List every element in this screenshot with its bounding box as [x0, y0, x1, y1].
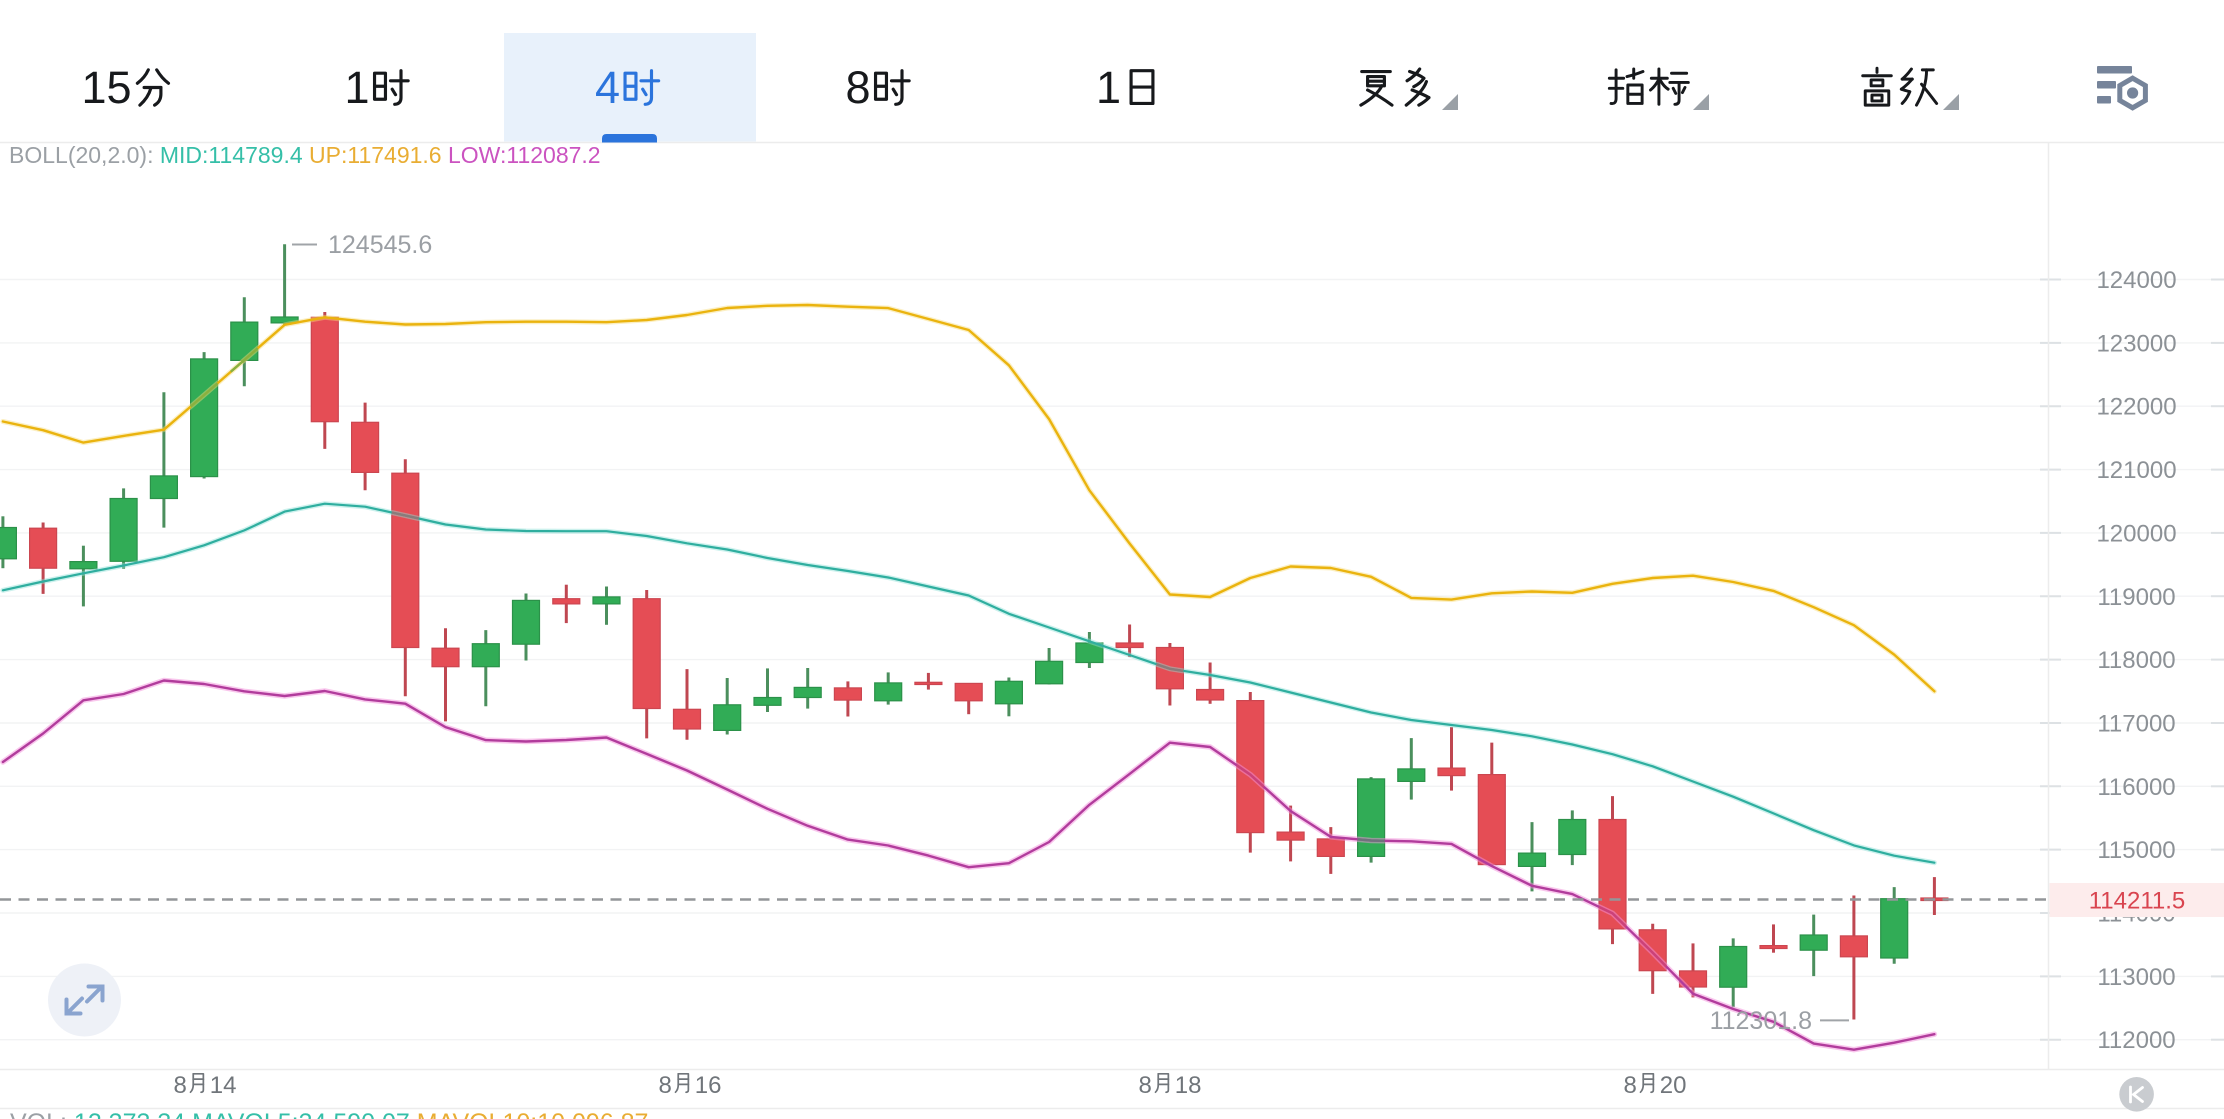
svg-text:115000: 115000: [2097, 837, 2175, 864]
svg-text:8: 8: [659, 1072, 672, 1099]
svg-text:8: 8: [1624, 1072, 1637, 1099]
svg-text:4: 4: [595, 62, 620, 113]
svg-text:119000: 119000: [2097, 584, 2175, 611]
svg-text:18: 18: [1175, 1072, 1202, 1099]
svg-text:20: 20: [1660, 1072, 1687, 1099]
svg-text:112301.8: 112301.8: [1710, 1007, 1812, 1035]
svg-text:116000: 116000: [2097, 774, 2175, 801]
svg-text:14: 14: [210, 1072, 237, 1099]
svg-text:124000: 124000: [2096, 267, 2176, 294]
svg-text:8: 8: [846, 62, 871, 113]
svg-text:8: 8: [174, 1072, 187, 1099]
svg-text:121000: 121000: [2096, 457, 2176, 484]
svg-text:1: 1: [1096, 62, 1121, 113]
svg-text:8: 8: [1139, 1072, 1152, 1099]
svg-text:123000: 123000: [2096, 330, 2176, 357]
svg-text:117000: 117000: [2097, 711, 2175, 738]
svg-text:118000: 118000: [2097, 647, 2175, 674]
svg-text:113000: 113000: [2097, 964, 2175, 991]
svg-text:15: 15: [82, 62, 132, 113]
svg-text:1: 1: [345, 62, 370, 113]
svg-text:112000: 112000: [2097, 1027, 2175, 1054]
svg-text:122000: 122000: [2096, 394, 2176, 421]
svg-text:120000: 120000: [2096, 520, 2176, 547]
svg-text:114211.5: 114211.5: [2089, 888, 2186, 915]
svg-text:VOL: 12,373.34 MAVOL5:34,590.0: VOL: 12,373.34 MAVOL5:34,590.07 MAVOL10:…: [10, 1109, 648, 1119]
svg-text:BOLL(20,2.0): MID:114789.4 UP:: BOLL(20,2.0): MID:114789.4 UP:117491.6 L…: [9, 142, 601, 168]
svg-text:124545.6: 124545.6: [328, 231, 432, 259]
svg-text:16: 16: [695, 1072, 722, 1099]
